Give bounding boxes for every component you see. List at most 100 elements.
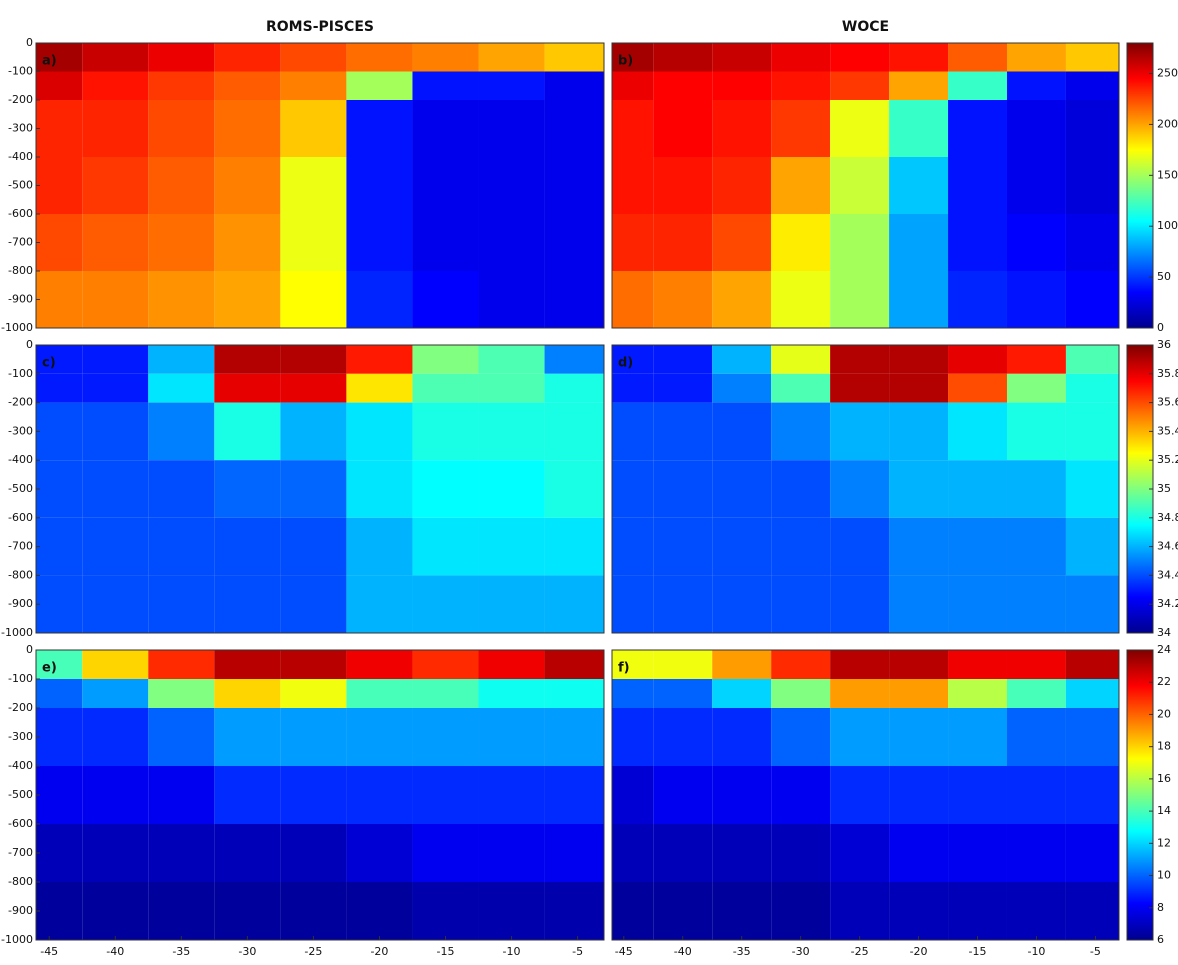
y-tick-label: -800 (8, 875, 33, 888)
heatmap-cell (346, 650, 413, 679)
heatmap-cell (412, 402, 479, 461)
colorbar-tick-label: 24 (1157, 643, 1171, 656)
y-tick-label: -1000 (1, 626, 33, 639)
y-tick-label: -700 (8, 846, 33, 859)
heatmap-cell (612, 373, 654, 403)
heatmap-cell (889, 271, 949, 328)
y-tick-label: -1000 (1, 933, 33, 946)
colorbar-tick-label: 250 (1157, 67, 1178, 80)
heatmap-cell (1065, 373, 1119, 403)
heatmap-cell (478, 882, 545, 940)
heatmap-cell (148, 708, 215, 766)
heatmap-cell (712, 43, 772, 72)
colorbar-tick-label: 35.4 (1157, 424, 1178, 437)
heatmap-cell (653, 882, 713, 940)
heatmap-cell (948, 271, 1007, 328)
heatmap-cell (82, 373, 149, 403)
heatmap-cell (1065, 708, 1119, 766)
heatmap-cell (771, 43, 831, 72)
heatmap-cell (280, 43, 347, 72)
colorbar-tick-label: 12 (1157, 836, 1171, 849)
heatmap-cell (771, 824, 831, 882)
heatmap-cell (712, 214, 772, 271)
heatmap-cell (653, 43, 713, 72)
heatmap-cell (712, 345, 772, 374)
x-tick-label: -15 (969, 945, 987, 958)
heatmap-cell (544, 157, 604, 214)
heatmap-cell (412, 345, 479, 374)
heatmap-cell (889, 71, 949, 100)
heatmap-cell (771, 708, 831, 766)
heatmap-cell (612, 43, 654, 72)
heatmap-cell (412, 679, 479, 708)
panel-label: c) (42, 356, 56, 371)
heatmap-cell (544, 650, 604, 679)
heatmap-cell (214, 214, 281, 271)
heatmap-cell (280, 766, 347, 824)
heatmap-cell (478, 402, 545, 461)
colorbar-tick-label: 100 (1157, 219, 1178, 232)
heatmap-cell (478, 271, 545, 328)
panel-label: f) (618, 661, 630, 676)
heatmap-cell (148, 214, 215, 271)
heatmap-cell (771, 650, 831, 679)
y-tick-label: -800 (8, 264, 33, 277)
heatmap-cell (36, 882, 83, 940)
heatmap-cell (612, 708, 654, 766)
heatmap-cell (612, 575, 654, 633)
heatmap-cell (612, 650, 654, 679)
heatmap-cell (36, 214, 83, 271)
colorbar-tick-label: 35.6 (1157, 396, 1178, 409)
colorbar-tick-label: 0 (1157, 321, 1164, 334)
heatmap-cell (612, 679, 654, 708)
heatmap-cell (82, 71, 149, 100)
y-tick-label: -500 (8, 788, 33, 801)
heatmap-cell (214, 766, 281, 824)
heatmap-cell (36, 271, 83, 328)
heatmap-cell (889, 157, 949, 214)
heatmap-cell (830, 100, 890, 157)
colorbar-tick-label: 36 (1157, 338, 1171, 351)
heatmap-cell (612, 460, 654, 518)
heatmap-cell (82, 402, 149, 461)
y-tick-label: -1000 (1, 321, 33, 334)
heatmap-cell (612, 214, 654, 271)
heatmap-cell (478, 679, 545, 708)
heatmap-cell (36, 824, 83, 882)
heatmap-cell (889, 373, 949, 403)
heatmap-cell (544, 373, 604, 403)
heatmap-cell (889, 766, 949, 824)
heatmap-cell (148, 373, 215, 403)
heatmap-cell (830, 575, 890, 633)
heatmap-cell (346, 766, 413, 824)
heatmap-cell (214, 157, 281, 214)
y-tick-label: -300 (8, 122, 33, 135)
heatmap-cell (653, 157, 713, 214)
heatmap-cell (478, 157, 545, 214)
heatmap-cell (612, 71, 654, 100)
y-tick-label: -500 (8, 179, 33, 192)
heatmap-cell (412, 766, 479, 824)
heatmap-cell (280, 824, 347, 882)
heatmap-cell (830, 824, 890, 882)
heatmap-cell (948, 882, 1007, 940)
heatmap-cell (712, 373, 772, 403)
heatmap-cell (653, 373, 713, 403)
heatmap-cell (148, 824, 215, 882)
heatmap-cell (280, 708, 347, 766)
heatmap-cell (544, 460, 604, 518)
y-tick-label: -900 (8, 293, 33, 306)
panel-label: a) (42, 54, 57, 69)
heatmap-cell (1006, 157, 1066, 214)
heatmap-cell (412, 157, 479, 214)
heatmap-cell (214, 882, 281, 940)
heatmap-cell (280, 517, 347, 576)
heatmap-cell (948, 650, 1007, 679)
heatmap-cell (412, 373, 479, 403)
heatmap-cell (478, 708, 545, 766)
heatmap-cell (653, 271, 713, 328)
heatmap-cell (771, 679, 831, 708)
heatmap-cell (712, 157, 772, 214)
heatmap-cell (712, 517, 772, 576)
heatmap-cell (1006, 708, 1066, 766)
